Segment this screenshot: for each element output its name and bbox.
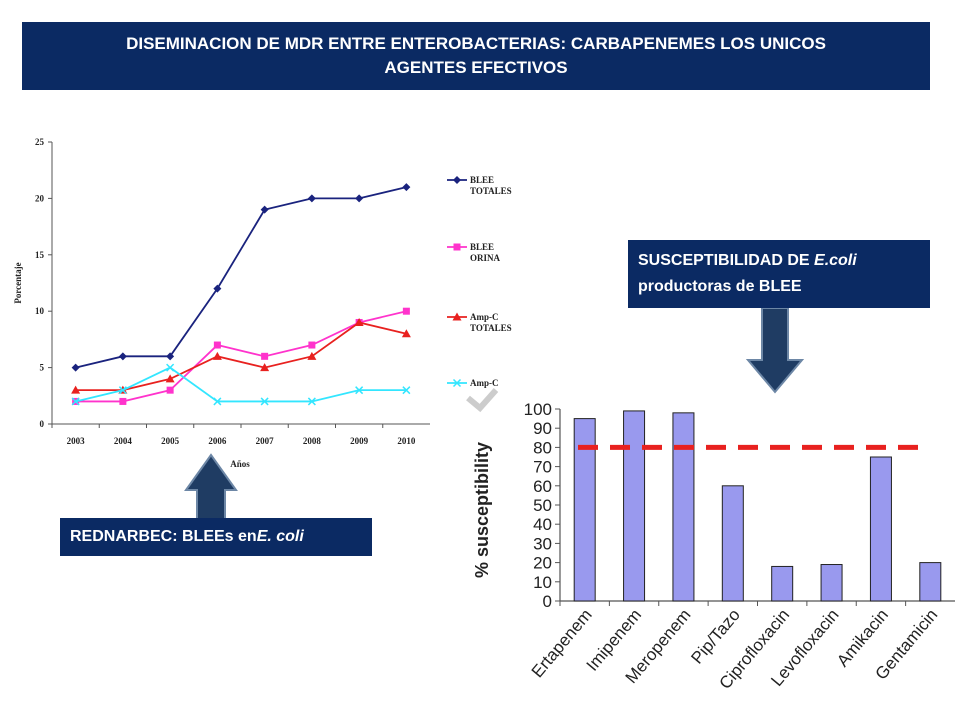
bar xyxy=(672,412,695,602)
x-tick-label: 2004 xyxy=(114,436,133,446)
susceptibility-line-2: productoras de BLEE xyxy=(638,278,802,295)
y-tick-label: 10 xyxy=(35,306,45,316)
data-point xyxy=(71,363,80,372)
y-tick-label: 15 xyxy=(35,250,45,260)
y-tick-label: 40 xyxy=(533,515,552,534)
x-tick-label: Ertapenem xyxy=(528,605,596,681)
y-axis-label: Porcentaje xyxy=(13,262,23,303)
up-arrow-icon xyxy=(184,453,238,521)
data-point xyxy=(165,374,175,383)
y-tick-label: 90 xyxy=(533,419,552,438)
legend-marker xyxy=(453,243,461,251)
y-tick-label: 20 xyxy=(533,554,552,573)
data-point xyxy=(261,352,269,360)
x-tick-label: 2003 xyxy=(67,436,86,446)
y-axis-label: % susceptibility xyxy=(472,442,492,578)
slide-title: DISEMINACION DE MDR ENTRE ENTEROBACTERIA… xyxy=(22,22,930,90)
data-point xyxy=(119,397,127,405)
data-point xyxy=(71,385,81,394)
data-point xyxy=(213,341,221,349)
rednarbec-text: REDNARBEC: BLEEs en xyxy=(70,528,257,545)
bar xyxy=(623,410,646,602)
data-point xyxy=(307,397,316,406)
data-point xyxy=(354,317,364,326)
data-point xyxy=(402,307,410,315)
x-tick-label: 2010 xyxy=(397,436,416,446)
bar-chart: 0102030405060708090100ErtapenemImipenemM… xyxy=(472,400,955,693)
y-tick-label: 10 xyxy=(533,573,552,592)
data-point xyxy=(260,363,270,372)
y-tick-label: 0 xyxy=(543,592,552,611)
y-tick-label: 0 xyxy=(40,419,45,429)
y-tick-label: 30 xyxy=(533,534,552,553)
title-line-1: DISEMINACION DE MDR ENTRE ENTEROBACTERIA… xyxy=(126,34,826,53)
bar xyxy=(869,456,892,602)
check-mark-icon xyxy=(466,388,499,413)
data-point xyxy=(308,341,316,349)
bar xyxy=(919,562,942,602)
data-point xyxy=(118,386,127,395)
legend-label: BLEE xyxy=(470,175,494,185)
data-point xyxy=(260,397,269,406)
y-tick-label: 60 xyxy=(533,477,552,496)
x-tick-label: 2007 xyxy=(256,436,275,446)
down-arrow-icon xyxy=(745,307,805,394)
series-line xyxy=(75,321,407,392)
data-point xyxy=(166,386,174,394)
data-point xyxy=(213,284,222,293)
legend-label: ORINA xyxy=(470,253,501,263)
x-axis-label: Años xyxy=(230,459,250,469)
data-point xyxy=(307,194,316,203)
legend-marker xyxy=(453,176,461,184)
series-line xyxy=(75,186,407,369)
susceptibility-text: SUSCEPTIBILIDAD DE xyxy=(638,252,815,269)
legend-label: TOTALES xyxy=(470,323,512,333)
x-tick-label: 2009 xyxy=(350,436,369,446)
y-tick-label: 50 xyxy=(533,496,552,515)
data-point xyxy=(118,352,127,361)
rednarbec-label: REDNARBEC: BLEEs en E. coli xyxy=(60,518,372,556)
legend-marker xyxy=(452,378,462,388)
data-point xyxy=(402,183,411,192)
legend-label: Amp-C xyxy=(470,378,499,388)
y-tick-label: 5 xyxy=(40,363,45,373)
legend-label: Amp-C xyxy=(470,312,499,322)
data-point xyxy=(402,386,411,395)
y-tick-label: 80 xyxy=(533,438,552,457)
data-point xyxy=(355,386,364,395)
data-point xyxy=(166,363,175,372)
legend-label: TOTALES xyxy=(470,186,512,196)
susceptibility-italic: E.coli xyxy=(814,252,857,269)
y-tick-label: 25 xyxy=(35,137,45,147)
bar xyxy=(771,565,794,602)
x-tick-label: 2005 xyxy=(161,436,180,446)
title-line-2: AGENTES EFECTIVOS xyxy=(384,58,568,77)
legend-label: BLEE xyxy=(470,242,494,252)
x-tick-label: 2006 xyxy=(208,436,227,446)
data-point xyxy=(307,351,317,360)
y-tick-label: 70 xyxy=(533,458,552,477)
susceptibility-label: SUSCEPTIBILIDAD DE E.coli productoras de… xyxy=(628,240,930,308)
data-point xyxy=(212,351,222,360)
data-point xyxy=(260,205,269,214)
line-chart: 0 5 10 15 20 25 2003 2004 2005 2006 2007 2008 2009 20… xyxy=(13,137,512,469)
series-line xyxy=(75,310,407,403)
legend-marker xyxy=(452,312,462,321)
y-tick-label: 100 xyxy=(524,400,552,419)
rednarbec-italic: E. coli xyxy=(256,528,304,545)
data-point xyxy=(213,397,222,406)
data-point xyxy=(166,352,175,361)
y-tick-label: 20 xyxy=(35,193,45,203)
data-point xyxy=(71,397,80,406)
x-tick-label: 2008 xyxy=(303,436,322,446)
series-line xyxy=(75,366,407,403)
bar xyxy=(820,564,843,602)
data-point xyxy=(401,329,411,338)
bar xyxy=(573,418,596,602)
bar xyxy=(721,485,744,602)
data-point xyxy=(355,194,364,203)
